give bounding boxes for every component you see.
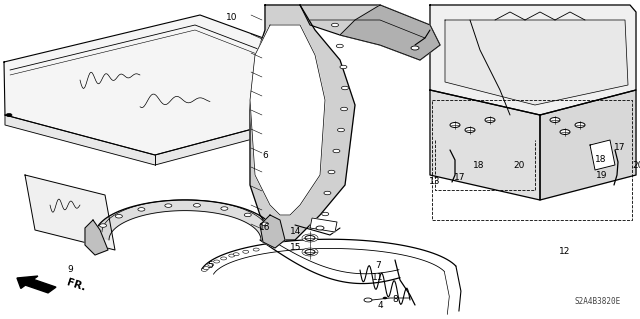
Text: 11: 11 bbox=[372, 273, 384, 283]
Circle shape bbox=[253, 248, 259, 251]
Polygon shape bbox=[85, 220, 108, 255]
Circle shape bbox=[340, 107, 348, 111]
Polygon shape bbox=[540, 90, 636, 200]
Circle shape bbox=[202, 268, 207, 271]
Text: 18: 18 bbox=[473, 160, 484, 169]
Circle shape bbox=[340, 65, 347, 69]
Text: 16: 16 bbox=[259, 224, 271, 233]
Circle shape bbox=[208, 263, 214, 266]
Polygon shape bbox=[300, 5, 440, 60]
Text: 10: 10 bbox=[227, 13, 237, 23]
Text: 13: 13 bbox=[429, 177, 441, 187]
Circle shape bbox=[342, 86, 348, 90]
Text: FR.: FR. bbox=[65, 277, 86, 293]
Text: S2A4B3820E: S2A4B3820E bbox=[575, 297, 621, 306]
Circle shape bbox=[485, 117, 495, 122]
Circle shape bbox=[165, 204, 172, 207]
Circle shape bbox=[203, 267, 209, 270]
Text: 9: 9 bbox=[67, 265, 73, 275]
Text: 20: 20 bbox=[513, 160, 525, 169]
Circle shape bbox=[332, 23, 339, 27]
Text: 20: 20 bbox=[632, 160, 640, 169]
Circle shape bbox=[305, 249, 315, 255]
Text: 19: 19 bbox=[596, 170, 608, 180]
Polygon shape bbox=[250, 25, 325, 215]
Circle shape bbox=[261, 222, 268, 226]
Circle shape bbox=[550, 117, 560, 122]
Text: 6: 6 bbox=[262, 151, 268, 160]
Text: 5: 5 bbox=[207, 261, 213, 270]
Text: 14: 14 bbox=[291, 227, 301, 236]
Circle shape bbox=[138, 208, 145, 211]
Text: 7: 7 bbox=[375, 261, 381, 270]
Polygon shape bbox=[4, 15, 310, 155]
Circle shape bbox=[336, 44, 343, 48]
Circle shape bbox=[337, 128, 344, 132]
Circle shape bbox=[316, 226, 324, 230]
Polygon shape bbox=[445, 20, 628, 105]
Polygon shape bbox=[590, 140, 615, 170]
Circle shape bbox=[328, 170, 335, 174]
Text: 18: 18 bbox=[595, 155, 607, 165]
FancyArrow shape bbox=[17, 276, 56, 293]
Polygon shape bbox=[340, 5, 440, 60]
Text: 17: 17 bbox=[454, 174, 466, 182]
Text: 15: 15 bbox=[291, 243, 301, 253]
Circle shape bbox=[221, 207, 228, 210]
Text: 12: 12 bbox=[559, 248, 571, 256]
Circle shape bbox=[115, 214, 122, 218]
Circle shape bbox=[233, 253, 239, 256]
Circle shape bbox=[322, 212, 329, 216]
Polygon shape bbox=[430, 90, 540, 200]
Circle shape bbox=[302, 248, 318, 256]
Circle shape bbox=[243, 250, 249, 253]
Circle shape bbox=[364, 298, 372, 302]
Circle shape bbox=[221, 257, 227, 260]
Polygon shape bbox=[310, 218, 337, 232]
Circle shape bbox=[193, 204, 200, 207]
Circle shape bbox=[465, 128, 475, 132]
Circle shape bbox=[305, 235, 315, 241]
Circle shape bbox=[214, 260, 220, 263]
Circle shape bbox=[228, 254, 235, 257]
Circle shape bbox=[244, 213, 252, 217]
Circle shape bbox=[411, 46, 419, 50]
Polygon shape bbox=[25, 175, 115, 250]
Polygon shape bbox=[250, 5, 355, 240]
Text: 8: 8 bbox=[392, 295, 398, 305]
Circle shape bbox=[333, 149, 340, 153]
Text: 17: 17 bbox=[614, 144, 626, 152]
Circle shape bbox=[100, 224, 106, 227]
Circle shape bbox=[450, 122, 460, 128]
Polygon shape bbox=[95, 200, 275, 240]
Circle shape bbox=[575, 122, 585, 128]
Polygon shape bbox=[260, 215, 285, 248]
Circle shape bbox=[560, 130, 570, 135]
Circle shape bbox=[324, 191, 331, 195]
Text: 4: 4 bbox=[377, 300, 383, 309]
Circle shape bbox=[302, 234, 318, 242]
Circle shape bbox=[383, 297, 387, 299]
Polygon shape bbox=[430, 5, 636, 115]
Polygon shape bbox=[5, 115, 305, 165]
Circle shape bbox=[6, 114, 12, 116]
